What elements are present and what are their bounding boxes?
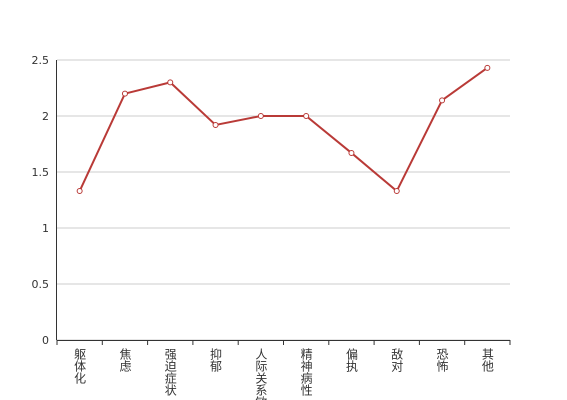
- x-tick-label: 敌对: [390, 347, 404, 372]
- y-tick-label: 0: [42, 334, 49, 347]
- x-tick-label: 躯体化: [73, 347, 87, 385]
- point: [121, 90, 128, 97]
- y-tick-label: 0.5: [32, 278, 50, 291]
- x-tick-label: 精神病性: [299, 348, 313, 397]
- x-tick-label: 其他: [480, 348, 494, 372]
- x-tick-label: 恐怖: [435, 348, 449, 372]
- y-tick-label: 2.5: [32, 54, 50, 67]
- point: [393, 188, 400, 195]
- y-tick-label: 1: [42, 222, 49, 235]
- point: [257, 113, 264, 119]
- line: [78, 67, 488, 193]
- x-tick-label: 强迫症状: [163, 348, 177, 396]
- point: [76, 188, 83, 195]
- x-tick-label: 抑郁: [209, 347, 223, 373]
- point: [439, 97, 446, 104]
- y-tick-label: 1.5: [32, 166, 50, 179]
- point: [484, 64, 491, 71]
- x-tick-label: 焦虑: [118, 348, 132, 372]
- x-tick-label: 人际关系敏感: [254, 348, 268, 400]
- y-tick-label: 2: [42, 110, 49, 123]
- point: [212, 121, 219, 128]
- x-tick-label: 偏执: [344, 347, 358, 373]
- point: [348, 149, 355, 156]
- point: [303, 113, 310, 119]
- point: [167, 79, 174, 86]
